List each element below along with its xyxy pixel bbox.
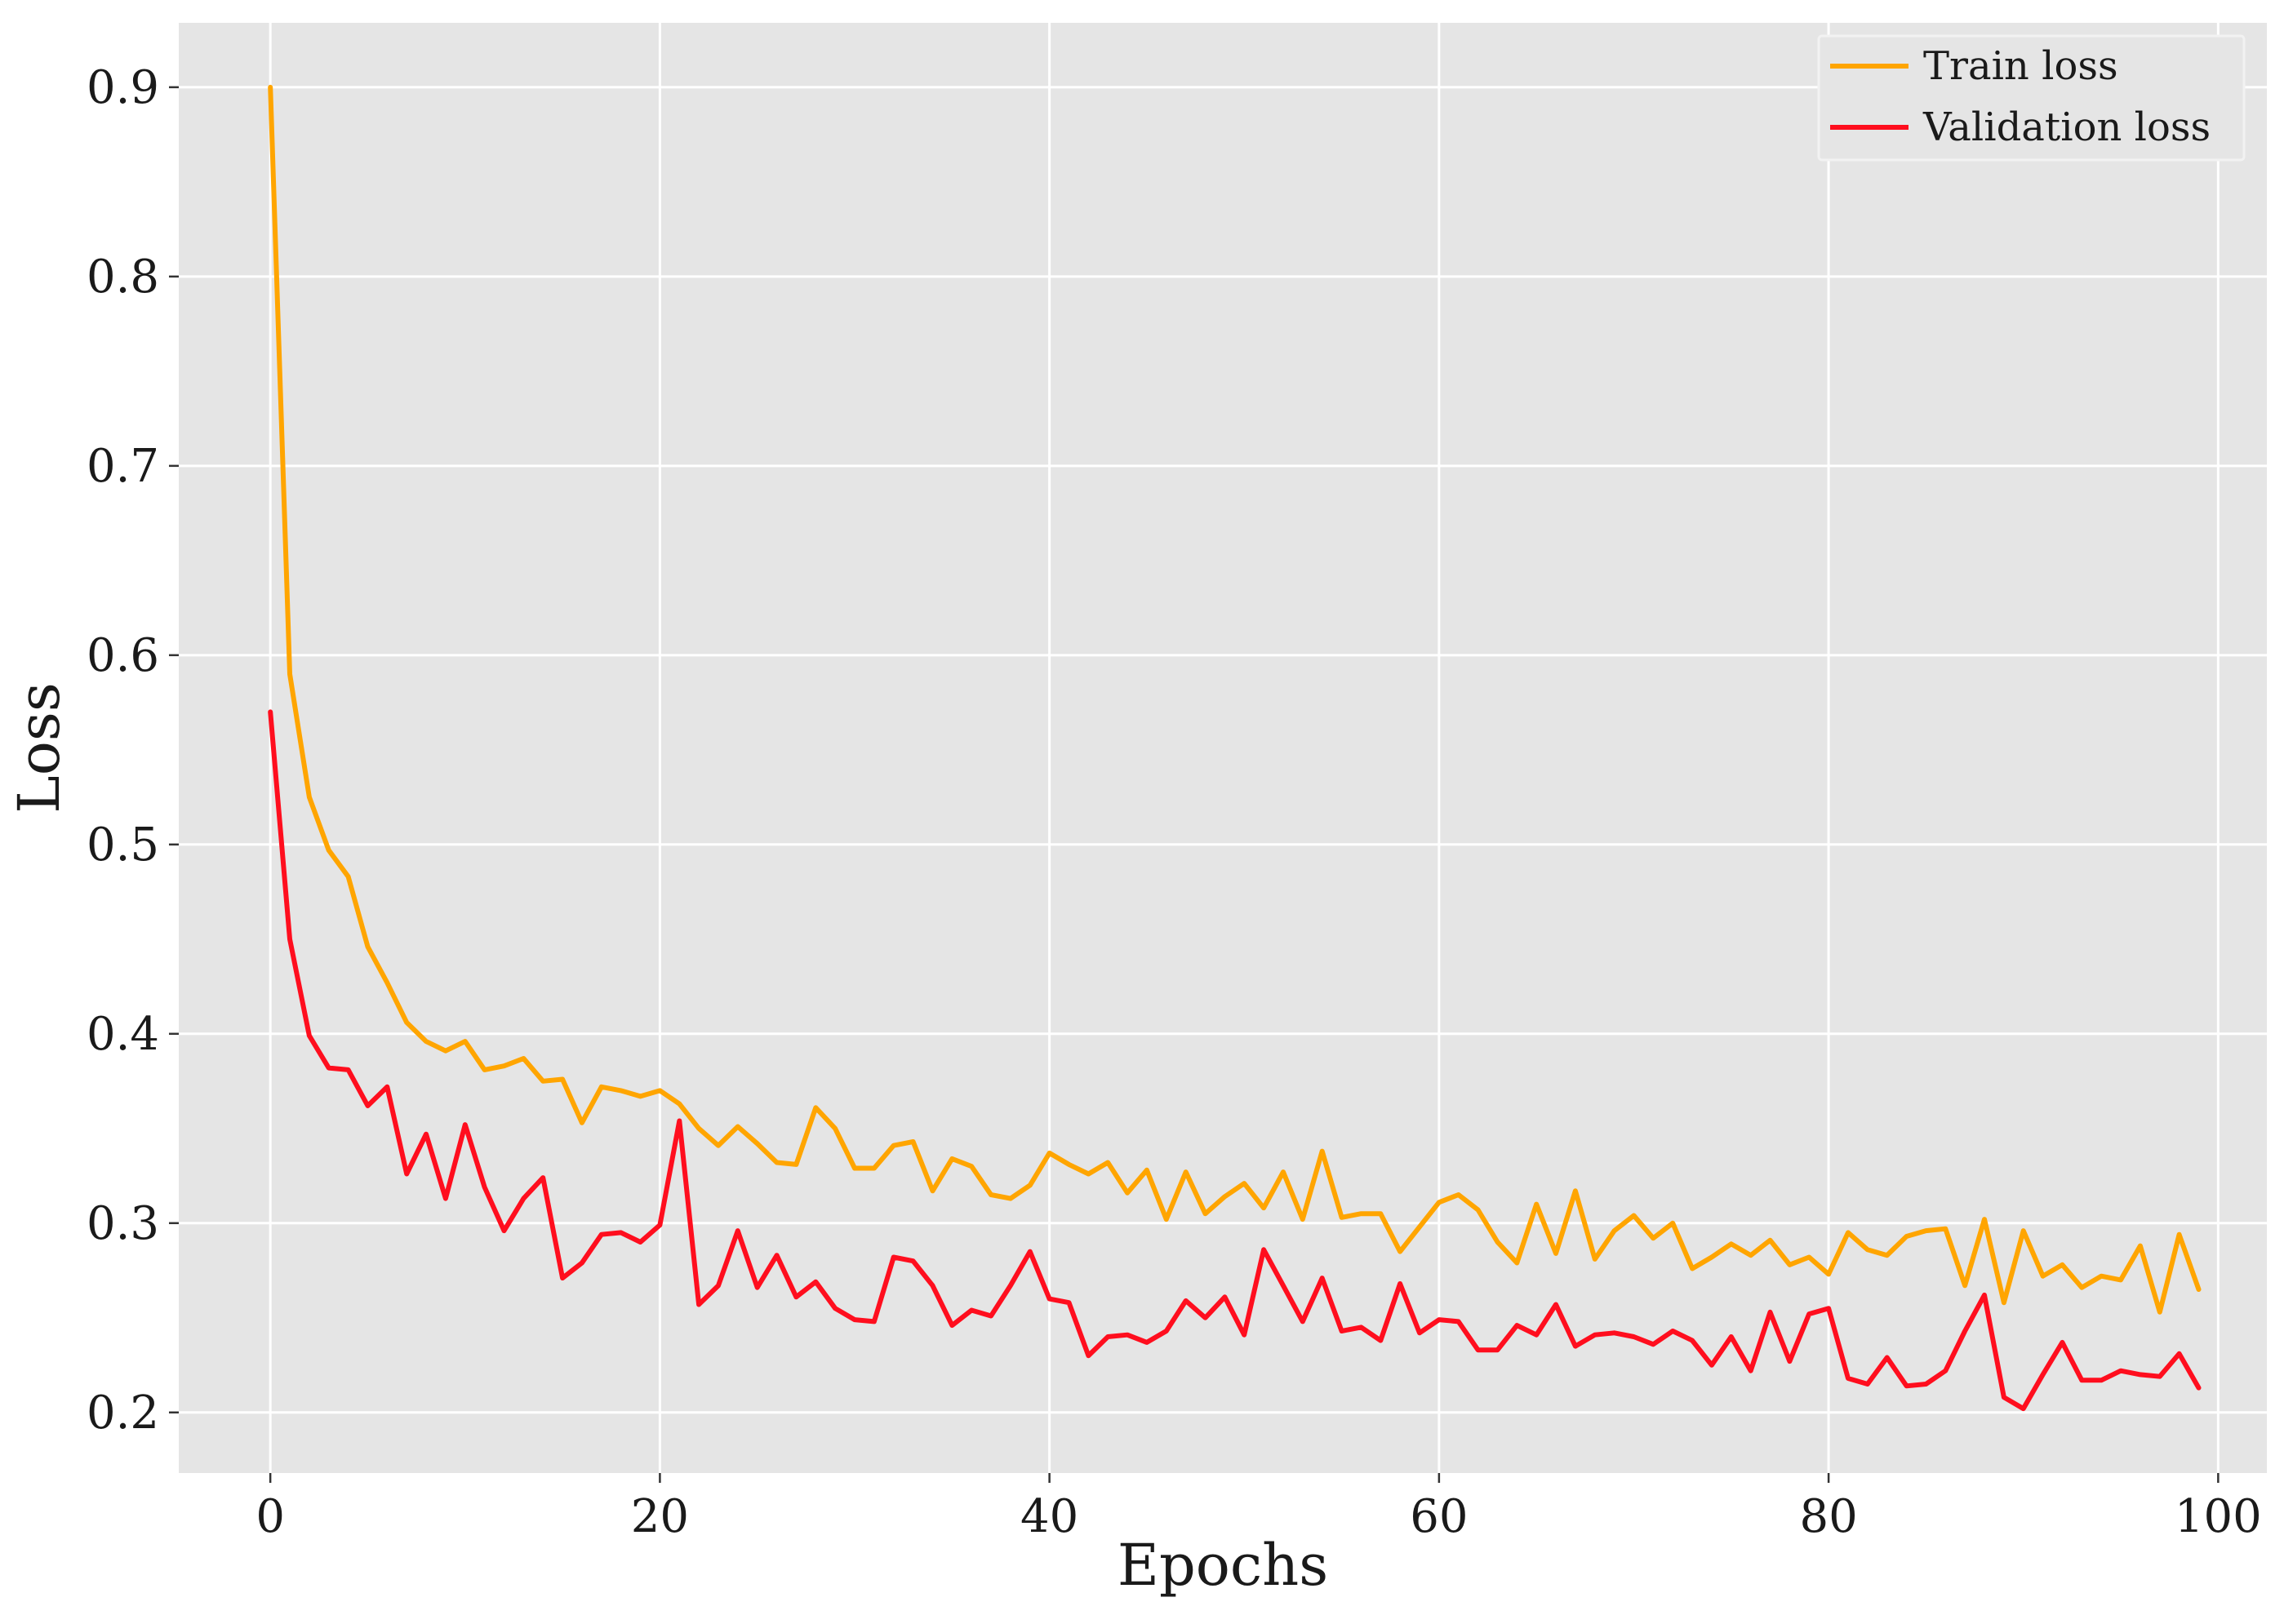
x-tick-labels: 0 20 40 60 80 100: [256, 1490, 2261, 1543]
x-tick-label: 80: [1799, 1490, 1857, 1543]
y-tick-label: 0.4: [87, 1008, 159, 1061]
y-tick-label: 0.8: [87, 251, 159, 304]
series-lines: [268, 84, 2202, 1412]
x-tick-label: 40: [1020, 1490, 1078, 1543]
y-tick-label: 0.2: [87, 1387, 159, 1440]
x-tick-label: 20: [631, 1490, 689, 1543]
y-tick-labels: 0.2 0.3 0.4 0.5 0.6 0.7 0.8 0.9: [87, 61, 159, 1440]
grid: [179, 23, 2267, 1473]
y-tick-label: 0.6: [87, 629, 159, 682]
y-axis-title: Loss: [6, 682, 73, 813]
legend-box: [1817, 34, 2246, 162]
legend: Train loss Validation loss: [1817, 34, 2246, 162]
axis-ticks: [169, 86, 2220, 1483]
y-tick-label: 0.7: [87, 440, 159, 493]
y-tick-label: 0.5: [87, 819, 159, 872]
y-tick-label: 0.9: [87, 61, 159, 114]
series-line-train-loss: [268, 84, 2202, 1315]
series-line-validation-loss: [268, 709, 2202, 1412]
x-tick-label: 60: [1410, 1490, 1468, 1543]
x-axis-title: Epochs: [1118, 1532, 1328, 1599]
x-tick-label: 100: [2175, 1490, 2262, 1543]
legend-label: Train loss: [1923, 43, 2118, 89]
y-tick-label: 0.3: [87, 1197, 159, 1250]
x-tick-label: 0: [256, 1490, 285, 1543]
legend-label: Validation loss: [1922, 104, 2211, 150]
